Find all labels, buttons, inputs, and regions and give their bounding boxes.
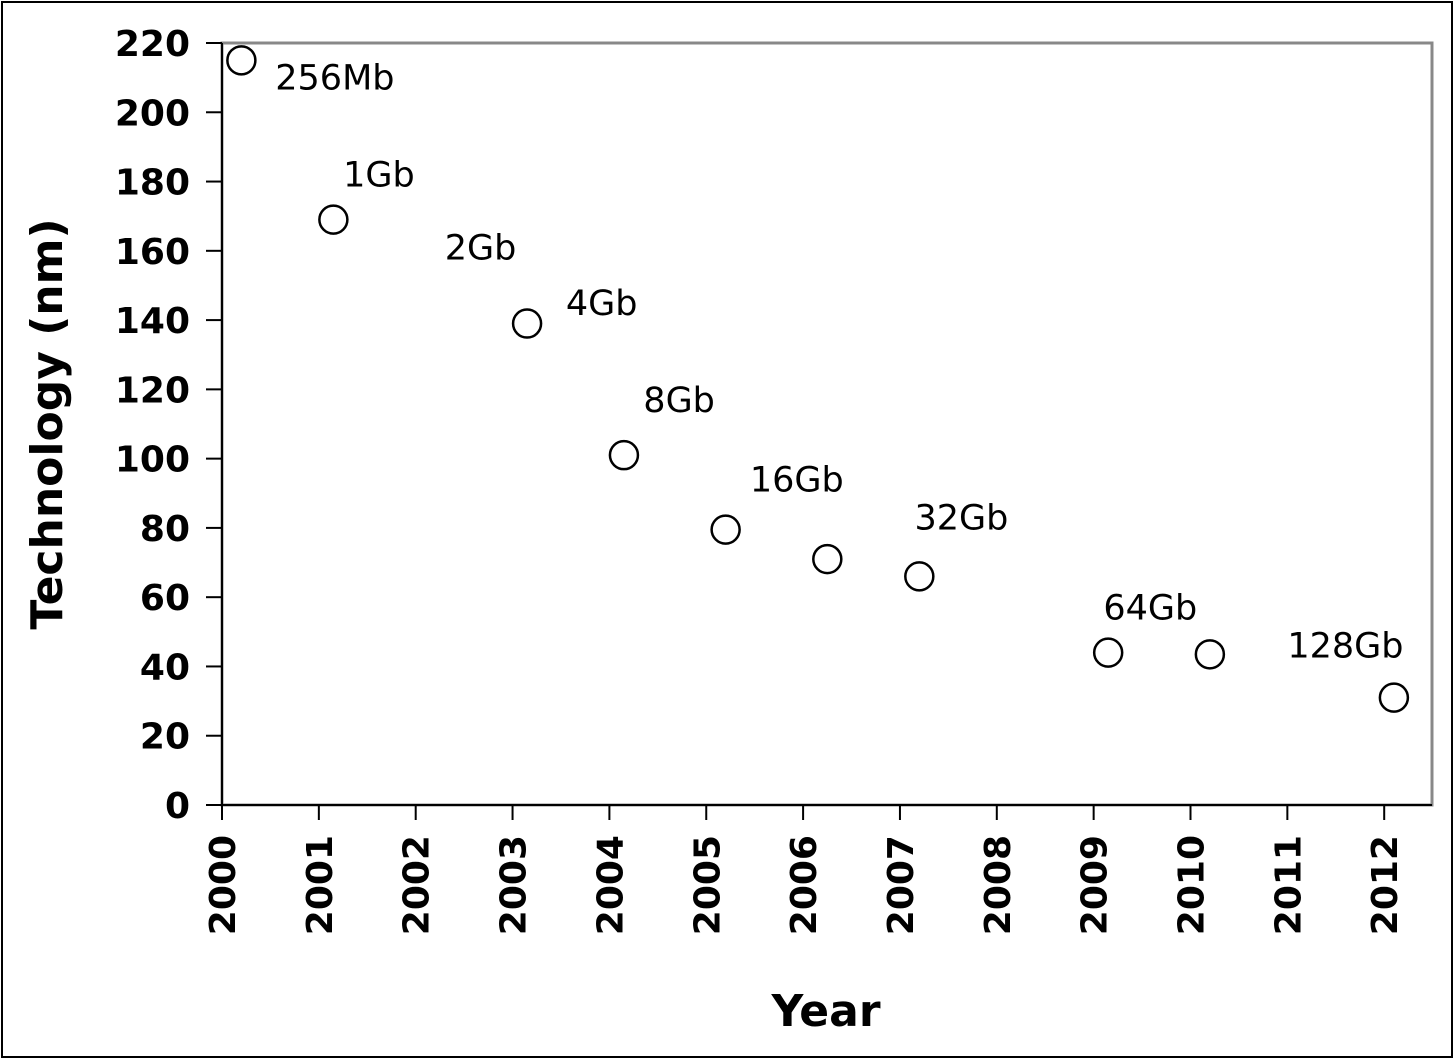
data-point bbox=[1194, 639, 1226, 670]
x-tick-label: 2010 bbox=[1172, 835, 1213, 935]
y-tick-label: 160 bbox=[115, 232, 190, 273]
y-tick-label: 60 bbox=[140, 578, 190, 619]
x-axis-ticks: 2000 2001 2002 2003 2004 2005 2006 2007 2008 2009… bbox=[203, 805, 1406, 935]
x-tick-label: 2006 bbox=[784, 835, 825, 935]
point-label: 2Gb bbox=[445, 228, 517, 268]
x-tick-label: 2002 bbox=[397, 835, 438, 935]
data-point bbox=[1378, 682, 1410, 713]
y-tick-label: 100 bbox=[115, 440, 190, 481]
x-tick-label: 2007 bbox=[881, 835, 922, 935]
data-point bbox=[1092, 637, 1124, 668]
point-label: 1Gb bbox=[343, 156, 415, 196]
data-points bbox=[226, 45, 1410, 713]
data-point bbox=[608, 439, 640, 471]
x-tick-label: 2001 bbox=[300, 835, 341, 935]
x-tick-label: 2009 bbox=[1075, 835, 1116, 935]
data-point bbox=[710, 514, 741, 545]
point-label: 64Gb bbox=[1103, 589, 1197, 629]
x-axis-title: Year bbox=[770, 986, 880, 1037]
point-label: 128Gb bbox=[1287, 627, 1403, 667]
y-tick-label: 40 bbox=[140, 647, 190, 688]
y-tick-label: 200 bbox=[115, 93, 190, 134]
x-tick-label: 2005 bbox=[687, 835, 728, 935]
y-axis-ticks: 0 20 40 60 80 100 120 140 160 180 200 220 bbox=[115, 24, 222, 827]
data-point bbox=[812, 543, 843, 575]
y-tick-label: 180 bbox=[115, 163, 190, 204]
x-tick-label: 2004 bbox=[590, 835, 631, 935]
point-label: 256Mb bbox=[275, 59, 394, 99]
data-point bbox=[511, 308, 543, 339]
y-tick-label: 220 bbox=[115, 24, 190, 65]
x-tick-label: 2008 bbox=[978, 835, 1019, 935]
y-tick-label: 20 bbox=[140, 717, 190, 758]
y-tick-label: 0 bbox=[165, 786, 190, 827]
x-tick-label: 2011 bbox=[1268, 835, 1309, 935]
data-point bbox=[904, 561, 935, 592]
data-point bbox=[318, 204, 349, 235]
y-axis-title: Technology (nm) bbox=[22, 218, 73, 629]
point-label: 16Gb bbox=[750, 460, 844, 500]
data-point bbox=[226, 45, 257, 76]
x-tick-label: 2000 bbox=[203, 835, 244, 935]
point-annotations: 256Mb 1Gb 2Gb 4Gb 8Gb 16Gb 32Gb 64Gb 128Gb bbox=[275, 59, 1403, 667]
y-tick-label: 80 bbox=[140, 509, 190, 550]
point-label: 8Gb bbox=[643, 381, 715, 421]
y-tick-label: 120 bbox=[115, 370, 190, 411]
point-label: 32Gb bbox=[914, 499, 1008, 539]
x-tick-label: 2003 bbox=[494, 835, 535, 935]
point-label: 4Gb bbox=[566, 284, 638, 324]
y-tick-label: 140 bbox=[115, 301, 190, 342]
x-tick-label: 2012 bbox=[1365, 835, 1406, 935]
